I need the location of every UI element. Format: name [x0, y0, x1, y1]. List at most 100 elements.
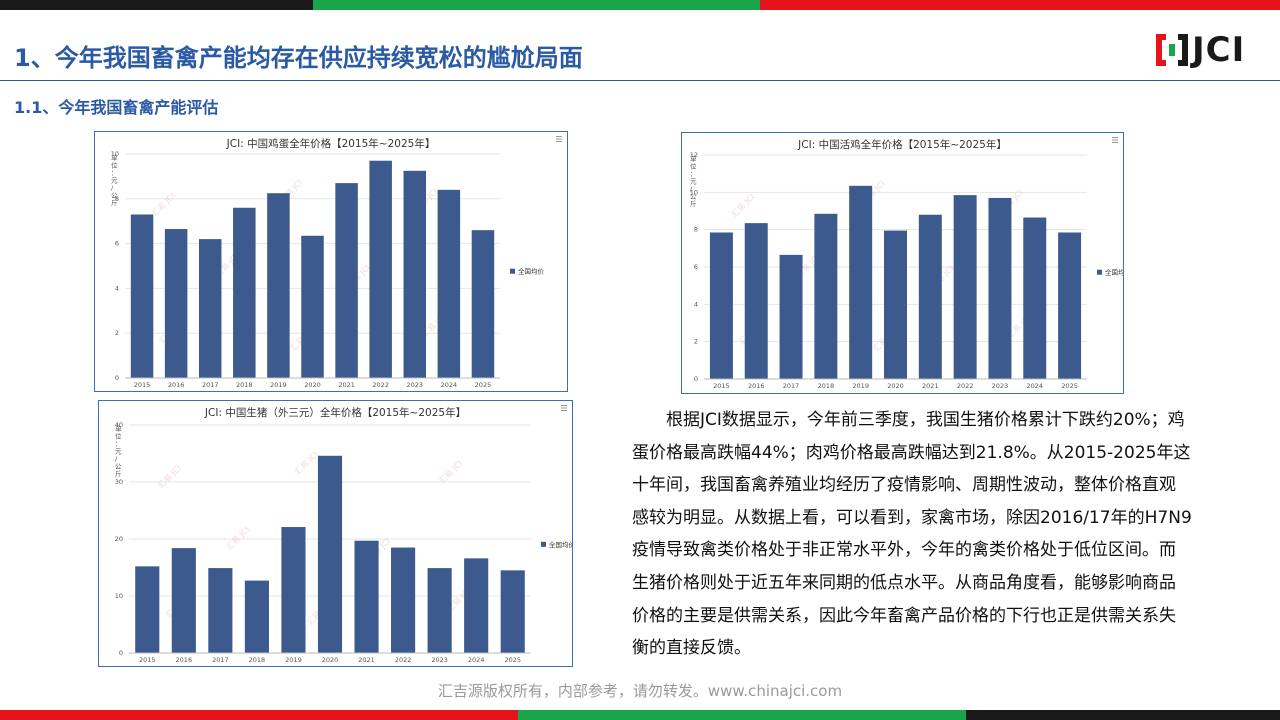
egg-chart-svg: JCI: 中国鸡蛋全年价格【2015年~2025年】 0 2 4 6 8 10单位：元/公斤…	[111, 136, 562, 389]
watermark: 汇易 JCI	[156, 463, 183, 490]
top-stripe-green	[313, 0, 760, 10]
x-tick-label: 2024	[1026, 382, 1043, 390]
watermark: 汇易 JCI	[150, 191, 177, 218]
bar-2020[interactable]	[317, 455, 343, 653]
y-tick-label: 10	[690, 188, 698, 196]
y-tick-label: 0	[694, 375, 698, 383]
legend-swatch	[510, 268, 515, 274]
x-tick-label: 2016	[168, 381, 185, 389]
y-tick-label: 4	[115, 284, 119, 292]
x-tick-label: 2021	[358, 656, 375, 664]
chart-title: JCI: 中国活鸡全年价格【2015年~2025年】	[797, 138, 1007, 151]
x-tick-label: 2023	[406, 381, 423, 389]
bar-2020[interactable]	[301, 235, 324, 378]
chart-menu-icon[interactable]	[561, 405, 567, 411]
y-tick-label: 2	[694, 338, 698, 346]
chart-title: JCI: 中国生猪（外三元）全年价格【2015年~2025年】	[204, 406, 466, 419]
bar-2023[interactable]	[988, 197, 1012, 379]
section-subtitle: 1.1、今年我国畜禽产能评估	[14, 98, 219, 117]
x-tick-label: 2017	[783, 382, 800, 390]
y-tick-label: 20	[115, 535, 123, 543]
x-tick-label: 2022	[395, 656, 412, 664]
top-stripe-black	[0, 0, 313, 10]
bar-2025[interactable]	[500, 570, 525, 653]
y-tick-label: 0	[115, 374, 119, 382]
bar-2016[interactable]	[171, 548, 196, 653]
legend-swatch	[541, 541, 546, 547]
bar-2017[interactable]	[779, 254, 803, 379]
bar-2022[interactable]	[953, 195, 977, 379]
legend-label[interactable]: 全国均价	[1105, 268, 1123, 277]
bar-2022[interactable]	[391, 547, 416, 653]
bar-2025[interactable]	[1058, 232, 1082, 379]
bar-2019[interactable]	[281, 527, 306, 653]
bar-2015[interactable]	[130, 214, 154, 378]
bar-2019[interactable]	[267, 193, 290, 378]
x-tick-label: 2017	[202, 381, 219, 389]
x-tick-label: 2023	[431, 656, 448, 664]
bar-2017[interactable]	[198, 239, 222, 378]
y-tick-label: 10	[111, 150, 119, 158]
bar-2017[interactable]	[208, 568, 233, 653]
bar-2024[interactable]	[1023, 217, 1047, 379]
analysis-paragraph: 根据JCI数据显示，今年前三季度，我国生猪价格累计下跌约20%；鸡蛋价格最高跌幅…	[632, 410, 1192, 659]
bar-2024[interactable]	[464, 558, 489, 653]
bar-2025[interactable]	[471, 230, 495, 378]
top-stripe-red	[760, 0, 1280, 10]
bar-2015[interactable]	[135, 566, 160, 653]
chart-menu-icon[interactable]	[1112, 137, 1118, 143]
legend-label[interactable]: 全国均价	[518, 267, 545, 276]
y-tick-label: 2	[115, 329, 119, 337]
legend-label[interactable]: 全国均价	[549, 540, 572, 549]
x-tick-label: 2024	[468, 656, 485, 664]
y-tick-label: 12	[690, 151, 698, 159]
bar-2021[interactable]	[335, 183, 358, 378]
x-tick-label: 2022	[372, 381, 389, 389]
bar-2016[interactable]	[744, 223, 768, 379]
x-tick-label: 2025	[504, 656, 521, 664]
x-tick-label: 2015	[713, 382, 730, 390]
bar-2015[interactable]	[709, 232, 733, 379]
footer-copyright: 汇吉源版权所有，内部参考，请勿转发。www.chinajci.com	[437, 682, 843, 700]
bar-2020[interactable]	[884, 230, 907, 379]
watermark: 汇易 JCI	[730, 192, 757, 219]
x-tick-label: 2020	[322, 656, 339, 664]
logo-text: JCI	[1192, 30, 1246, 70]
bar-2019[interactable]	[849, 185, 873, 379]
chart-menu-icon[interactable]	[556, 136, 562, 142]
bar-2022[interactable]	[369, 160, 392, 378]
bar-2018[interactable]	[244, 580, 269, 653]
bar-2018[interactable]	[233, 207, 256, 378]
watermark: 汇易 JCI	[293, 450, 320, 477]
bottom-stripe-red	[0, 710, 518, 720]
bar-2016[interactable]	[164, 229, 188, 378]
bottom-stripe-black	[966, 710, 1280, 720]
y-tick-label: 0	[119, 649, 123, 657]
y-tick-label: 40	[115, 421, 123, 429]
svg-text:汇易 JCI: 汇易 JCI	[225, 525, 252, 552]
bar-2021[interactable]	[918, 214, 942, 379]
x-tick-label: 2015	[139, 656, 156, 664]
bar-2021[interactable]	[354, 540, 379, 653]
y-axis-label: 单位：元/公斤	[115, 424, 122, 478]
x-tick-label: 2020	[304, 381, 321, 389]
svg-text:汇易 JCI: 汇易 JCI	[293, 450, 320, 477]
x-tick-label: 2024	[441, 381, 458, 389]
bar-2023[interactable]	[427, 568, 452, 653]
egg-price-chart: JCI: 中国鸡蛋全年价格【2015年~2025年】 0 2 4 6 8 10 单位：元/公斤…	[94, 131, 568, 392]
chicken-chart-svg: JCI: 中国活鸡全年价格【2015年~2025年】 0 2 4 6 8 10 12单位：元/…	[690, 137, 1123, 390]
x-tick-label: 2019	[270, 381, 287, 389]
x-tick-label: 2018	[236, 381, 253, 389]
y-tick-label: 6	[115, 240, 119, 248]
svg-text:汇易 JCI: 汇易 JCI	[730, 192, 757, 219]
y-tick-label: 8	[115, 195, 119, 203]
legend-swatch	[1097, 269, 1102, 275]
chicken-price-chart: JCI: 中国活鸡全年价格【2015年~2025年】 0 2 4 6 8 10 12 单位：元/…	[681, 132, 1124, 394]
bar-2018[interactable]	[814, 213, 838, 379]
x-tick-label: 2015	[134, 381, 151, 389]
x-tick-label: 2021	[338, 381, 355, 389]
svg-text:汇易 JCI: 汇易 JCI	[150, 191, 177, 218]
jci-logo-icon	[1156, 34, 1188, 66]
bar-2024[interactable]	[437, 189, 461, 378]
bar-2023[interactable]	[403, 170, 427, 378]
